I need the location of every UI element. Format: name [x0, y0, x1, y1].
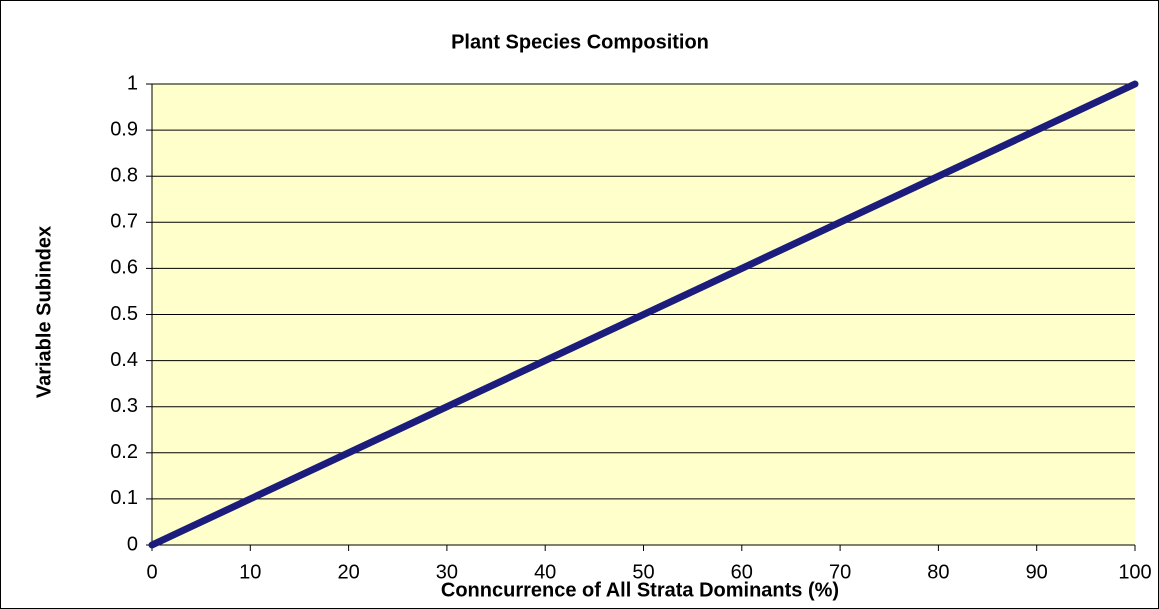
- y-axis-title: Variable Subindex: [33, 226, 55, 398]
- chart-title: Plant Species Composition: [451, 31, 709, 53]
- y-tick-label: 0.7: [110, 211, 138, 233]
- y-tick-label: 0.8: [110, 164, 138, 186]
- x-tick-label: 50: [632, 561, 654, 583]
- x-tick-label: 100: [1118, 561, 1151, 583]
- y-tick-label: 0.6: [110, 257, 138, 279]
- y-tick-label: 0.3: [110, 395, 138, 417]
- y-tick-label: 0.1: [110, 487, 138, 509]
- x-tick-label: 90: [1026, 561, 1048, 583]
- y-tick-label: 1: [127, 72, 138, 94]
- y-tick-label: 0: [127, 533, 138, 555]
- x-tick-label: 80: [927, 561, 949, 583]
- x-tick-label: 60: [731, 561, 753, 583]
- x-tick-label: 0: [146, 561, 157, 583]
- x-tick-label: 70: [829, 561, 851, 583]
- y-tick-label: 0.4: [110, 349, 138, 371]
- x-axis-title: Conncurrence of All Strata Dominants (%): [441, 579, 839, 601]
- x-tick-label: 10: [239, 561, 261, 583]
- y-tick-label: 0.2: [110, 441, 138, 463]
- x-tick-label: 20: [337, 561, 359, 583]
- data-line: [148, 80, 1139, 549]
- x-tick-label: 30: [436, 561, 458, 583]
- x-tick-label: 40: [534, 561, 556, 583]
- y-tick-label: 0.9: [110, 118, 138, 140]
- y-tick-label: 0.5: [110, 303, 138, 325]
